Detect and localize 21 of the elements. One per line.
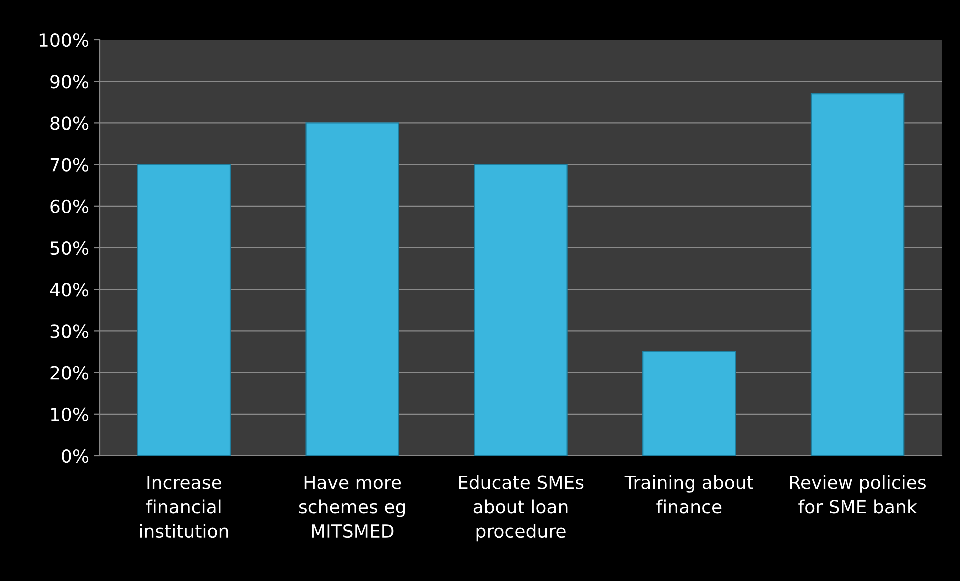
y-tick-label: 0% <box>62 449 89 464</box>
x-tick-label: Have more schemes eg MITSMED <box>299 476 406 538</box>
x-tick-label: Educate SMEs about loan procedure <box>459 475 584 542</box>
y-tick-label: 90% <box>50 75 89 89</box>
y-tick-label: 80% <box>50 116 89 130</box>
bar <box>474 164 568 456</box>
x-tick-label: Training about finance <box>624 475 754 514</box>
bar <box>137 164 232 456</box>
y-tick-label: 10% <box>51 408 89 422</box>
x-tick-label: Review policies for SME bank <box>790 475 926 514</box>
y-tick-label: 20% <box>50 366 89 380</box>
y-tick-label: 100% <box>40 33 89 48</box>
bar <box>306 122 400 456</box>
y-tick-label: 60% <box>50 200 89 214</box>
y-tick-label: 40% <box>50 283 89 297</box>
y-tick-label: 70% <box>50 158 89 172</box>
bar <box>642 351 736 456</box>
y-tick-label: 50% <box>50 241 89 256</box>
bar <box>810 94 905 456</box>
y-tick-label: 30% <box>50 324 89 338</box>
x-tick-label: Increase financial institution <box>140 476 228 538</box>
